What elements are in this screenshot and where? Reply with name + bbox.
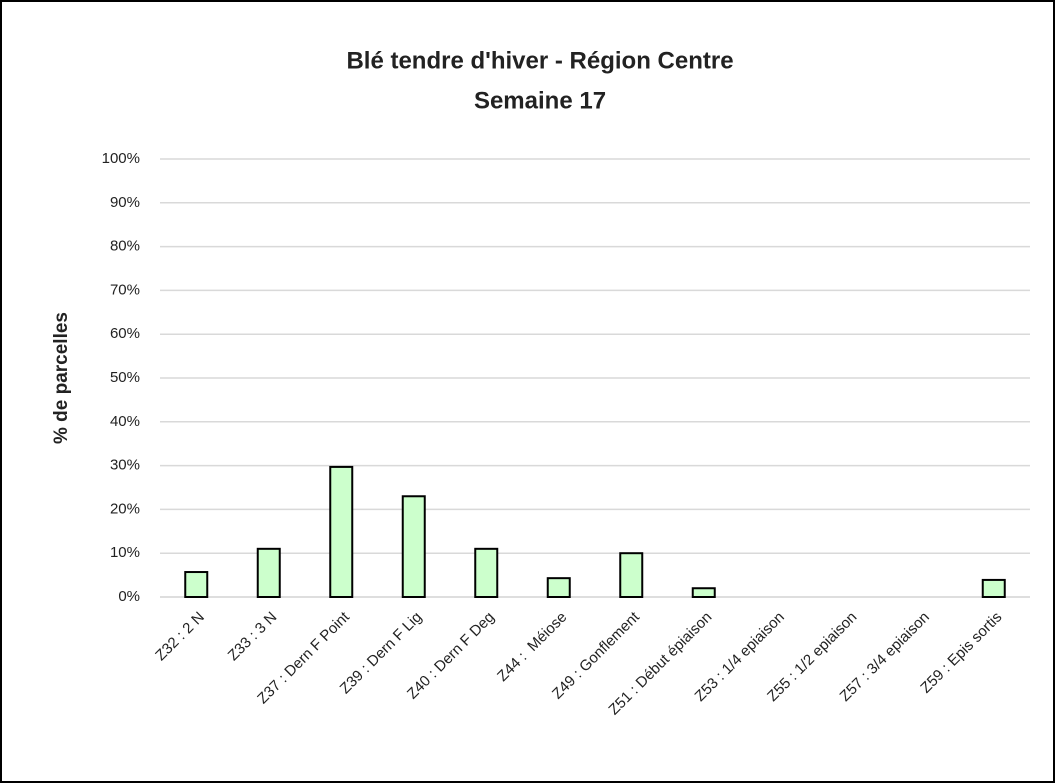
bar: [546, 577, 571, 599]
y-tick-label: 80%: [110, 238, 140, 255]
y-tick-label: 70%: [110, 281, 140, 298]
y-tick-label: 50%: [110, 369, 140, 386]
y-tick-label: 90%: [110, 194, 140, 211]
y-tick-label: 40%: [110, 413, 140, 430]
y-tick-label: 60%: [110, 325, 140, 342]
chart-subtitle: Semaine 17: [474, 87, 606, 114]
y-tick-label: 100%: [102, 150, 140, 167]
bar: [474, 547, 499, 599]
chart-title: Blé tendre d'hiver - Région Centre: [346, 47, 733, 74]
y-tick-label: 0%: [118, 588, 140, 605]
bar: [981, 578, 1006, 599]
bar: [619, 552, 644, 599]
bar: [256, 547, 281, 599]
y-tick-label: 20%: [110, 500, 140, 517]
y-tick-label: 30%: [110, 457, 140, 474]
bar: [329, 465, 354, 598]
y-axis-label: % de parcelles: [51, 312, 72, 444]
bar: [184, 571, 209, 598]
bar: [691, 587, 716, 598]
y-tick-label: 10%: [110, 544, 140, 561]
bar: [401, 495, 426, 599]
